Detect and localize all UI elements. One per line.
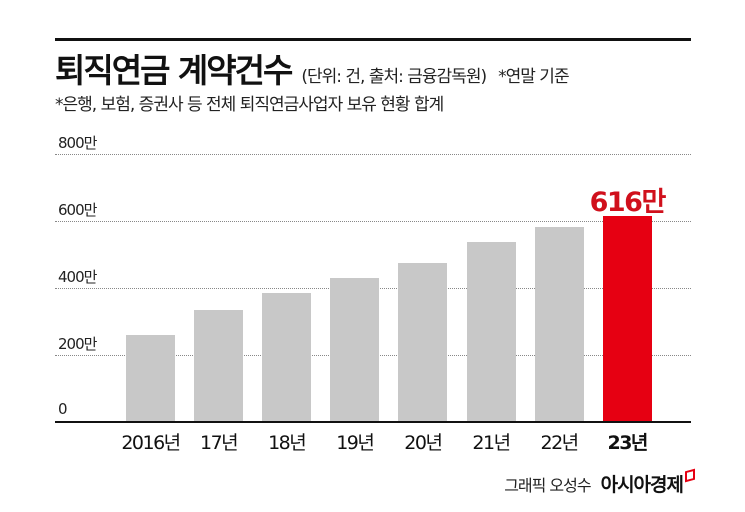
x-axis-tick-label: 23년: [607, 432, 648, 454]
bar: [194, 310, 244, 422]
basis-note: *연말 기준: [498, 67, 569, 87]
x-axis-tick-label: 20년: [404, 432, 443, 454]
title-row: 퇴직연금 계약건수 (단위: 건, 출처: 금융감독원) *연말 기준: [55, 44, 570, 92]
bar: [330, 277, 380, 422]
y-axis-tick-label: 800만: [58, 134, 97, 152]
y-axis-tick-label: 400만: [58, 268, 97, 286]
bar: [398, 262, 448, 422]
gridline: [55, 154, 691, 155]
x-axis-tick-label: 21년: [472, 432, 511, 454]
gridline: [55, 221, 691, 222]
bar: [262, 293, 312, 422]
brand-mark-icon: [685, 468, 695, 483]
x-axis-tick-label: 2016년: [121, 432, 181, 454]
y-axis-tick-label: 0: [58, 400, 67, 418]
chart-subtitle: *은행, 보험, 증권사 등 전체 퇴직연금사업자 보유 현황 합계: [55, 95, 444, 115]
footer: 그래픽 오성수 아시아경제: [504, 468, 695, 497]
x-axis-tick-label: 18년: [268, 432, 307, 454]
chart-title: 퇴직연금 계약건수: [55, 51, 293, 90]
top-rule: [55, 38, 691, 41]
y-axis-tick-label: 600만: [58, 201, 97, 219]
x-axis-line: [55, 421, 691, 423]
x-axis-tick-label: 19년: [336, 432, 375, 454]
bar: [534, 227, 584, 422]
bar-highlight: [602, 215, 652, 422]
x-axis-tick-label: 17년: [200, 432, 239, 454]
x-axis-tick-label: 22년: [540, 432, 580, 454]
brand-logo: 아시아경제: [600, 474, 684, 496]
bar: [466, 242, 516, 422]
value-label-highlight: 616만: [589, 186, 667, 218]
y-axis-tick-label: 200만: [58, 335, 97, 353]
graphic-credit: 그래픽 오성수: [504, 475, 591, 495]
unit-source-note: (단위: 건, 출처: 금융감독원): [301, 67, 487, 87]
bar: [126, 334, 175, 422]
